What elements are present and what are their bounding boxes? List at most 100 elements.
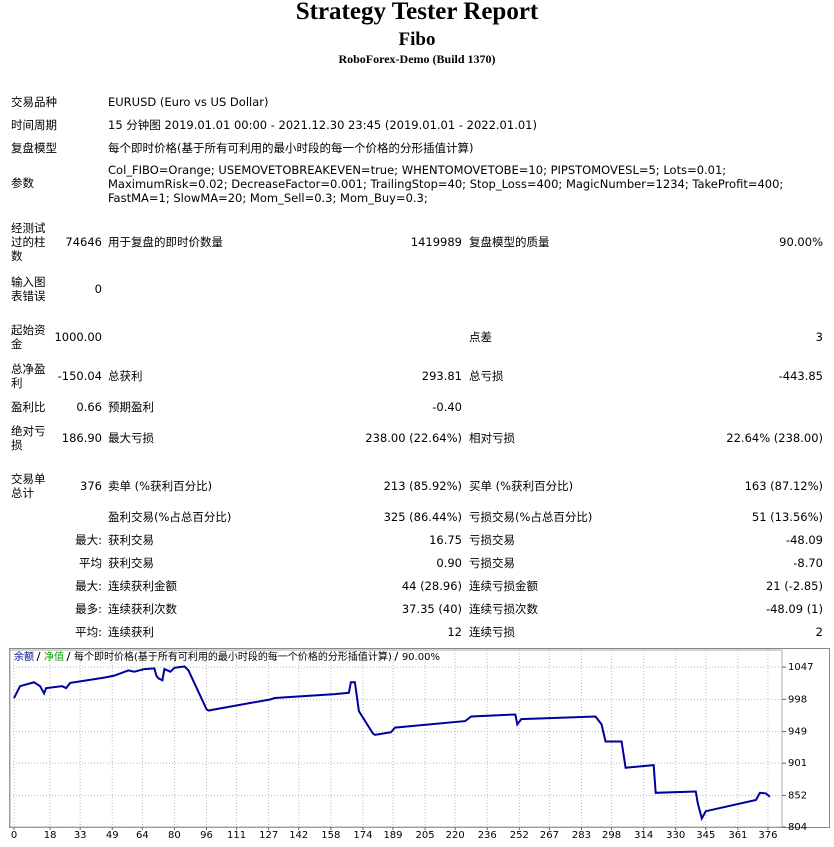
- stat-value: 1000.00: [54, 330, 102, 344]
- stat-label: 经测试过的柱数: [11, 221, 46, 263]
- stat-value: 213 (85.92%): [383, 479, 462, 493]
- stat-value: 37.35 (40): [401, 602, 462, 616]
- stat-value: 293.81: [421, 369, 462, 383]
- legend-separator: [36, 651, 41, 662]
- stat-label: 获利交易: [108, 556, 154, 570]
- stat-label: 用于复盘的即时价数量: [108, 235, 223, 249]
- x-tick-label: 345: [696, 830, 715, 841]
- stat-label: 买单 (%获利百分比): [469, 479, 574, 493]
- stat-value: 平均:: [75, 625, 102, 639]
- y-tick-label: 901: [788, 758, 807, 769]
- stat-value: -48.09 (1): [765, 602, 823, 616]
- info-label: 时间周期: [11, 118, 57, 132]
- info-value: EURUSD (Euro vs US Dollar): [108, 95, 269, 109]
- stat-label: 获利交易: [108, 533, 154, 547]
- x-tick-label: 127: [259, 830, 278, 841]
- info-label: 参数: [11, 176, 34, 190]
- stat-value: 186.90: [61, 431, 102, 445]
- stat-value: 2: [815, 625, 823, 639]
- stat-label: 最大亏损: [108, 431, 154, 445]
- stat-value: 1419989: [410, 235, 462, 249]
- stat-label: 总净盈利: [11, 362, 46, 390]
- stat-value: 最大:: [75, 579, 102, 593]
- stat-label: 点差: [469, 330, 492, 344]
- x-tick-label: 64: [136, 830, 149, 841]
- x-tick-label: 267: [540, 830, 559, 841]
- balance-line: [13, 665, 771, 822]
- x-tick-label: 236: [478, 830, 497, 841]
- x-tick-label: 361: [728, 830, 747, 841]
- info-value: 每个即时价格(基于所有可利用的最小时段的每一个价格的分形插值计算): [108, 141, 474, 155]
- stat-value: 16.75: [429, 533, 462, 547]
- legend-quality: 90.00%: [402, 652, 440, 663]
- legend-note: 每个即时价格(基于所有可利用的最小时段的每一个价格的分形插值计算): [74, 650, 392, 663]
- x-tick-label: 189: [383, 830, 402, 841]
- x-tick-label: 205: [416, 830, 435, 841]
- stat-value: -0.40: [432, 400, 462, 414]
- stat-label: 亏损交易: [469, 533, 515, 547]
- stat-value: 最多:: [75, 602, 102, 616]
- y-tick-label: 852: [788, 790, 807, 801]
- x-tick-label: 220: [446, 830, 465, 841]
- x-tick-label: 33: [74, 830, 87, 841]
- legend-separator: [66, 651, 71, 662]
- stat-value: 0.66: [76, 400, 102, 414]
- x-tick-label: 252: [510, 830, 529, 841]
- stat-value: 163 (87.12%): [744, 479, 823, 493]
- stat-label: 绝对亏损: [11, 424, 46, 452]
- legend-item: 余额: [14, 650, 34, 663]
- stat-label: 连续亏损次数: [469, 602, 538, 616]
- x-tick-label: 314: [634, 830, 653, 841]
- stat-value: -443.85: [778, 369, 823, 383]
- x-tick-label: 111: [227, 830, 246, 841]
- info-label: 交易品种: [11, 95, 57, 109]
- build: RoboForex-Demo (Build 1370): [338, 52, 496, 66]
- stat-label: 连续获利: [108, 625, 154, 639]
- stat-label: 预期盈利: [108, 400, 154, 414]
- stat-value: -8.70: [793, 556, 823, 570]
- x-tick-label: 80: [168, 830, 181, 841]
- stat-label: 总亏损: [469, 369, 504, 383]
- y-tick-label: 949: [788, 727, 807, 738]
- stat-value: 0: [94, 282, 102, 296]
- legend-separator: [394, 651, 399, 662]
- info-value: Col_FIBO=Orange; USEMOVETOBREAKEVEN=true…: [108, 163, 784, 205]
- stat-label: 起始资金: [11, 323, 46, 351]
- subtitle: Fibo: [398, 29, 436, 50]
- stat-label: 亏损交易: [469, 556, 515, 570]
- stat-label: 亏损交易(%占总百分比): [469, 510, 593, 524]
- y-tick-label: 804: [788, 822, 807, 833]
- stat-value: -150.04: [57, 369, 102, 383]
- stat-value: 0.90: [436, 556, 462, 570]
- stat-value: 90.00%: [779, 235, 823, 249]
- stat-label: 连续亏损: [469, 625, 515, 639]
- x-tick-label: 283: [572, 830, 591, 841]
- stat-value: 3: [815, 330, 823, 344]
- stat-label: 总获利: [108, 369, 143, 383]
- stat-label: 盈利交易(%占总百分比): [108, 510, 232, 524]
- stat-value: 平均: [79, 556, 102, 570]
- x-tick-label: 376: [758, 830, 777, 841]
- stat-value: 44 (28.96): [401, 579, 462, 593]
- stat-label: 相对亏损: [469, 431, 515, 445]
- y-tick-label: 1047: [788, 662, 813, 673]
- stat-value: 238.00 (22.64%): [365, 431, 462, 445]
- stat-value: 22.64% (238.00): [726, 431, 823, 445]
- stat-label: 盈利比: [11, 400, 46, 414]
- info-value: 15 分钟图 2019.01.01 00:00 - 2021.12.30 23:…: [108, 118, 537, 132]
- stat-label: 连续获利金额: [108, 579, 177, 593]
- stat-label: 卖单 (%获利百分比): [108, 479, 213, 493]
- legend-item: 净值: [44, 650, 64, 663]
- stat-label: 输入图表错误: [11, 275, 46, 303]
- y-tick-label: 998: [788, 694, 807, 705]
- x-tick-label: 142: [289, 830, 308, 841]
- stat-label: 连续获利次数: [108, 602, 177, 616]
- stat-value: 376: [80, 479, 102, 493]
- stat-value: 21 (-2.85): [765, 579, 823, 593]
- x-tick-label: 298: [602, 830, 621, 841]
- stat-label: 复盘模型的质量: [469, 235, 550, 249]
- stat-value: 12: [447, 625, 462, 639]
- stat-label: 交易单总计: [11, 472, 46, 500]
